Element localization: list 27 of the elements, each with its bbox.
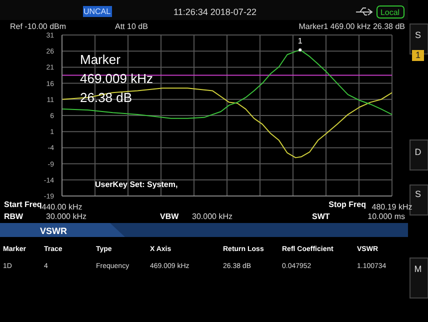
annotation: UserKey Set: System, <box>95 180 178 189</box>
text: 11:26:34 2018-07-22 <box>174 7 256 17</box>
text: Att 10 dB <box>115 22 148 31</box>
annotation: 1 <box>298 36 303 46</box>
text: S <box>414 189 422 199</box>
line-series <box>62 88 392 158</box>
text: M <box>414 264 422 274</box>
text: 10.000 ms <box>368 212 405 221</box>
text: SWT <box>312 212 330 221</box>
annotation: 469.009 kHz <box>80 71 153 86</box>
text: VSWR <box>40 226 68 236</box>
text: S <box>414 30 422 40</box>
text: 30.000 kHz <box>192 212 232 221</box>
text: Stop Freq <box>328 200 366 209</box>
line-series <box>62 48 392 119</box>
text: D <box>414 147 422 157</box>
text: Marker1 469.00 kHz 26.38 dB <box>298 22 405 31</box>
x-tick-label: 480.19 kHz <box>372 202 412 212</box>
text: Ref -10.00 dBm <box>10 22 66 31</box>
text: RBW <box>4 212 24 221</box>
text: Start Freq <box>4 200 42 209</box>
annotation: Marker <box>80 52 122 67</box>
text: 30.000 kHz <box>46 212 86 221</box>
text: Local <box>380 8 400 17</box>
text: 1 <box>415 50 421 60</box>
text: VBW <box>160 212 180 221</box>
x-tick-label: 440.00 kHz <box>42 202 82 212</box>
